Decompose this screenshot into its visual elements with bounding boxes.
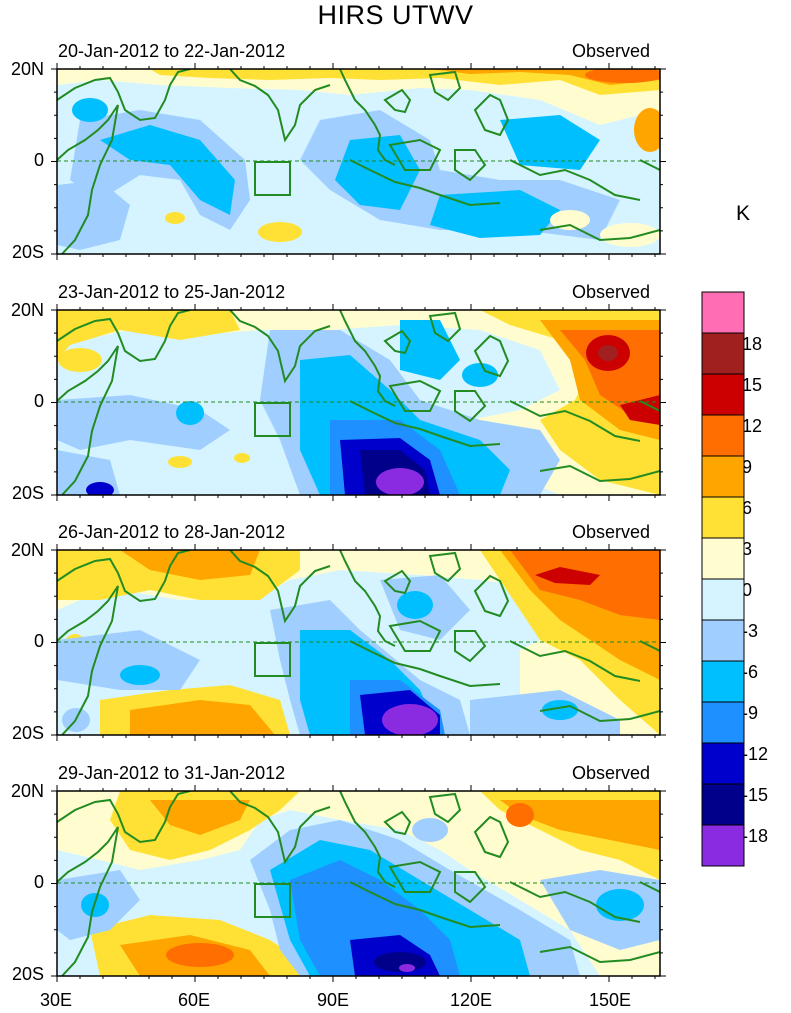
panel-4-label: Observed	[572, 763, 651, 783]
panel-2-lat-20n: 20N	[10, 300, 44, 320]
colorbar-swatch	[701, 414, 745, 457]
colorbar-label: 0	[742, 580, 753, 600]
colorbar-swatch	[701, 701, 745, 744]
panel-1-label: Observed	[572, 41, 651, 61]
panel-1-lat-20n: 20N	[10, 59, 44, 79]
lon-label-90e: 90E	[316, 990, 350, 1010]
colorbar-swatch	[701, 332, 745, 375]
axis-ticks	[51, 63, 666, 982]
figure-title: HIRS UTWV	[317, 0, 474, 30]
panel-2-coastline	[57, 310, 660, 495]
panel-3-lat-20s: 20S	[11, 723, 44, 743]
colorbar-swatch	[701, 619, 745, 662]
colorbar-swatch	[701, 742, 745, 785]
colorbar-label: -9	[742, 703, 759, 723]
colorbar-swatch	[701, 660, 745, 703]
colorbar-swatch	[701, 496, 745, 539]
colorbar-swatch	[701, 824, 745, 867]
panel-2-label: Observed	[572, 282, 651, 302]
colorbar-swatch	[701, 455, 745, 498]
panel-1-field	[57, 69, 660, 254]
colorbar	[701, 291, 745, 867]
colorbar-swatch	[701, 537, 745, 580]
colorbar-swatch	[701, 578, 745, 621]
panel-3-lat-20n: 20N	[10, 540, 44, 560]
colorbar-label: 6	[742, 498, 753, 518]
colorbar-swatch	[701, 373, 745, 416]
panel-1-lat-20s: 20S	[11, 242, 44, 262]
panel-3-label: Observed	[572, 522, 651, 542]
panel-2-date-range: 23-Jan-2012 to 25-Jan-2012	[58, 282, 286, 302]
colorbar-label: 15	[742, 375, 763, 395]
colorbar-swatch	[701, 783, 745, 826]
panel-3-field	[57, 550, 660, 735]
colorbar-swatch	[701, 291, 745, 334]
colorbar-label: 3	[742, 539, 753, 559]
panel-2-lat-0: 0	[33, 391, 44, 411]
colorbar-label: 9	[742, 457, 753, 477]
panel-3-lat-0: 0	[33, 631, 44, 651]
colorbar-label: 18	[742, 334, 763, 354]
colorbar-label: -18	[742, 826, 769, 846]
colorbar-label: -3	[742, 621, 759, 641]
panel-1-lat-0: 0	[33, 150, 44, 170]
lon-label-120e: 120E	[449, 990, 493, 1010]
panel-4-date-range: 29-Jan-2012 to 31-Jan-2012	[58, 763, 286, 783]
lon-label-30e: 30E	[39, 990, 73, 1010]
equator-lines	[57, 160, 660, 884]
panel-1-date-range: 20-Jan-2012 to 22-Jan-2012	[58, 41, 286, 61]
panel-4-coastline	[57, 791, 660, 976]
colorbar-label: 12	[742, 416, 763, 436]
panel-3-date-range: 26-Jan-2012 to 28-Jan-2012	[58, 522, 286, 542]
panel-4-lat-20s: 20S	[11, 964, 44, 984]
lon-label-150e: 150E	[588, 990, 632, 1010]
panel-2-lat-20s: 20S	[11, 483, 44, 503]
panel-4-lat-20n: 20N	[10, 781, 44, 801]
panel-3-coastline	[57, 550, 660, 735]
panel-4-lat-0: 0	[33, 872, 44, 892]
colorbar-label: -15	[742, 785, 769, 805]
panel-1-coastline	[57, 69, 660, 254]
colorbar-label: -12	[742, 744, 769, 764]
panel-2-field	[57, 310, 660, 495]
colorbar-label: -6	[742, 662, 759, 682]
lon-label-60e: 60E	[177, 990, 211, 1010]
colorbar-unit: K	[736, 202, 751, 225]
